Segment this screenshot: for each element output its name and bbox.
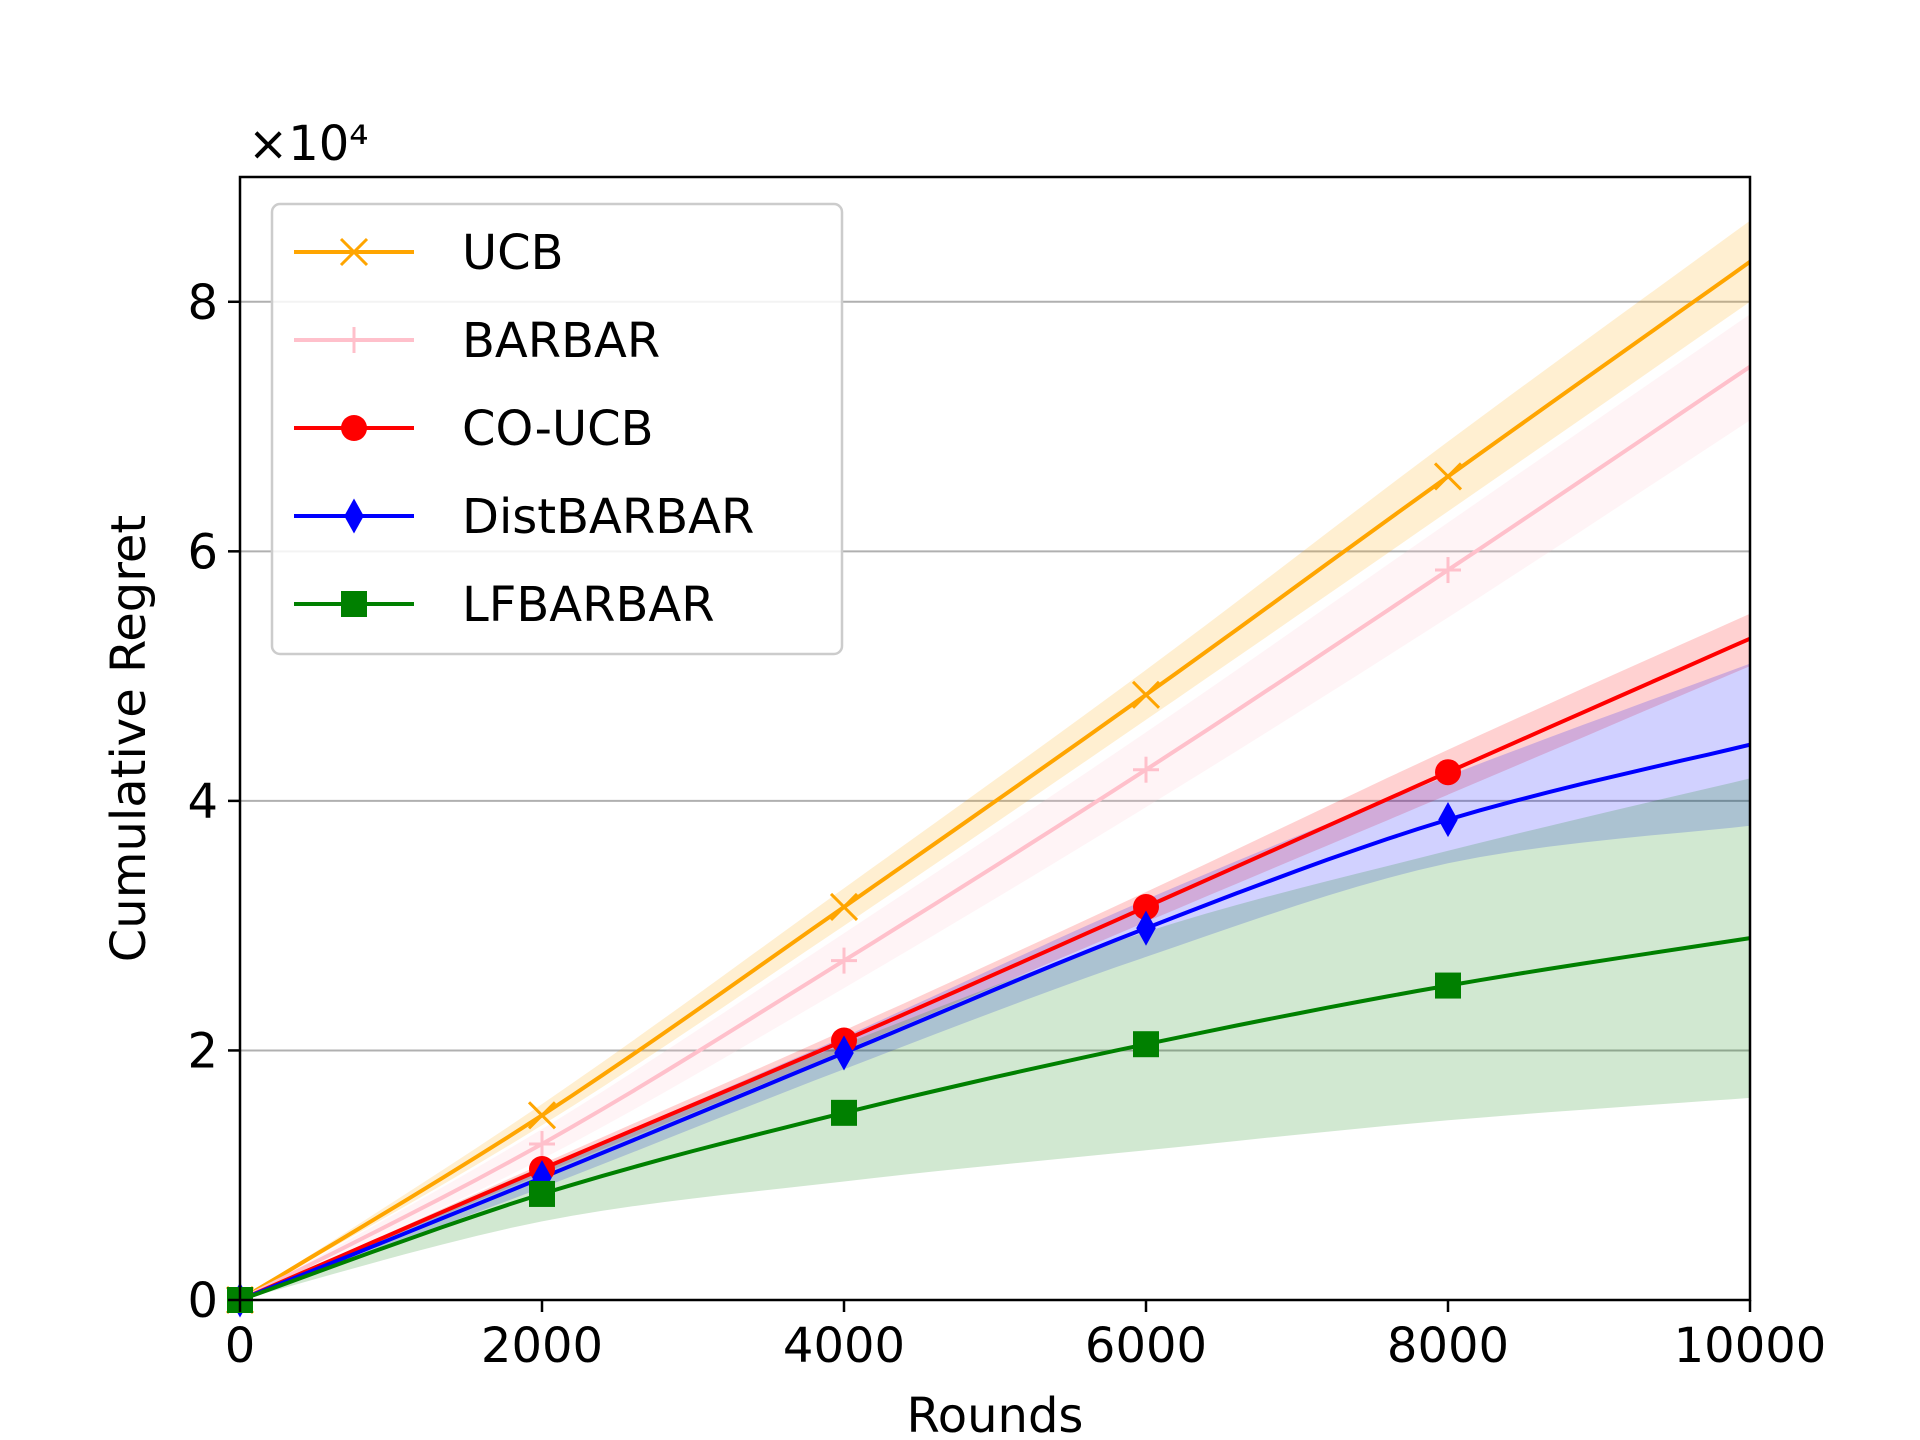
legend-item-co-ucb: CO-UCB — [294, 401, 654, 457]
legend-label-ucb: UCB — [462, 225, 564, 281]
plot-frame — [238, 175, 1752, 1302]
legend-item-lfbarbar: LFBARBAR — [294, 577, 715, 633]
band-co-ucb — [240, 613, 1750, 1300]
y-tick-label-2: 4 — [187, 774, 218, 830]
marker-ucb-1 — [527, 1101, 557, 1130]
line-co-ucb — [239, 636, 1751, 1302]
legend: UCB BARBAR CO-UCB DistBARBAR LFBARBAR — [270, 202, 844, 656]
line-ucb — [238, 260, 1752, 1302]
y-axis-label: Cumulative Regret — [101, 515, 157, 962]
series-lines — [238, 260, 1752, 1302]
legend-item-ucb: UCB — [294, 225, 564, 281]
x-tick-label-1: 2000 — [481, 1318, 603, 1374]
marker-distbarbar-3 — [1136, 910, 1156, 946]
legend-marker-distbarbar — [344, 498, 364, 534]
marker-lfbarbar-1 — [529, 1180, 555, 1207]
y-multiplier-label: ×10⁴ — [248, 116, 369, 172]
y-tick-label-1: 2 — [187, 1023, 218, 1079]
marker-lfbarbar-4 — [1435, 972, 1461, 999]
marker-barbar-2 — [831, 947, 857, 974]
band-distbarbar — [240, 663, 1750, 1300]
legend-marker-co-ucb — [341, 415, 367, 441]
legend-label-barbar: BARBAR — [462, 313, 660, 369]
marker-lfbarbar-3 — [1133, 1031, 1159, 1058]
legend-label-lfbarbar: LFBARBAR — [462, 577, 715, 633]
y-tick-label-4: 8 — [187, 275, 218, 331]
marker-co-ucb-4 — [1435, 759, 1461, 786]
y-tick-label-3: 6 — [187, 524, 218, 580]
marker-lfbarbar-2 — [831, 1099, 857, 1126]
line-distbarbar — [239, 742, 1751, 1302]
marker-ucb-3 — [1131, 680, 1161, 709]
marker-ucb-4 — [1433, 462, 1463, 491]
legend-marker-ucb — [339, 237, 369, 267]
legend-marker-barbar — [341, 327, 367, 353]
x-tick-label-5: 10000 — [1674, 1318, 1827, 1374]
x-tick-label-3: 6000 — [1085, 1318, 1207, 1374]
legend-item-barbar: BARBAR — [294, 313, 660, 369]
marker-distbarbar-4 — [1438, 802, 1458, 838]
y-tick-label-0: 0 — [187, 1273, 218, 1329]
marker-distbarbar-2 — [834, 1035, 854, 1071]
x-axis-label: Rounds — [907, 1388, 1084, 1440]
line-lfbarbar — [239, 936, 1751, 1302]
marker-barbar-4 — [1435, 557, 1461, 584]
line-barbar — [239, 365, 1752, 1302]
legend-box — [270, 202, 844, 656]
marker-barbar-3 — [1133, 756, 1159, 783]
legend-marker-lfbarbar — [341, 591, 367, 617]
legend-label-co-ucb: CO-UCB — [462, 401, 654, 457]
marker-co-ucb-3 — [1133, 893, 1159, 920]
x-tick-label-2: 4000 — [783, 1318, 905, 1374]
x-tick-label-4: 8000 — [1387, 1318, 1509, 1374]
axes: 0 2000 4000 6000 8000 10000 0 2 4 6 8 — [187, 175, 1827, 1374]
marker-ucb-2 — [829, 892, 859, 922]
x-tick-label-0: 0 — [225, 1318, 256, 1374]
marker-barbar-1 — [529, 1131, 555, 1158]
legend-item-distbarbar: DistBARBAR — [294, 489, 754, 545]
legend-label-distbarbar: DistBARBAR — [462, 489, 754, 545]
